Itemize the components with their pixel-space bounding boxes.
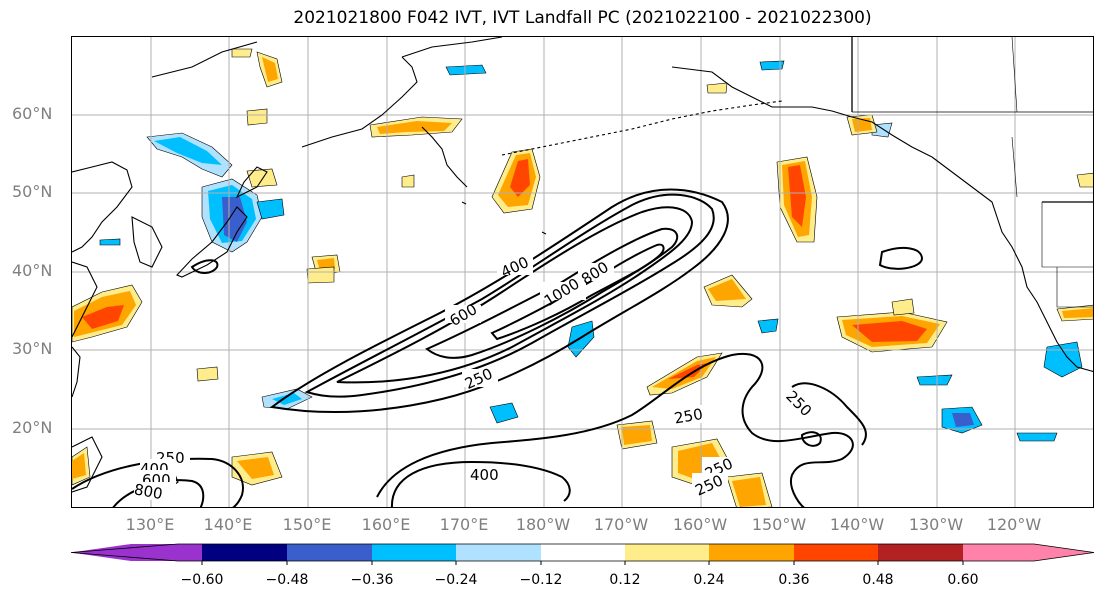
positive-anomaly-patch <box>732 477 766 507</box>
positive-anomaly-patch <box>891 298 915 316</box>
lon-label-130e: 130°E <box>125 515 175 534</box>
positive-anomaly-patch <box>622 425 652 445</box>
negative-anomaly-patch <box>154 137 222 165</box>
colorbar-tick-label: 0.36 <box>778 572 810 588</box>
negative-anomaly-patch <box>757 318 779 334</box>
positive-anomaly-patch <box>231 48 253 58</box>
contour-label-400: 400 <box>470 466 499 484</box>
positive-anomaly-patch <box>246 108 268 126</box>
positive-anomaly-patch <box>706 82 728 94</box>
positive-anomaly-patch <box>708 279 746 301</box>
positive-anomaly-patch <box>72 453 86 479</box>
colorbar-cell <box>709 544 794 561</box>
positive-anomaly-patch <box>377 121 452 134</box>
lon-label-160e: 160°E <box>361 515 411 534</box>
positive-anomaly-patch <box>82 305 124 329</box>
positive-anomaly-patch <box>852 118 872 132</box>
lon-label-140e: 140°E <box>203 515 253 534</box>
colorbar-cell <box>794 544 878 561</box>
negative-anomaly-patch <box>99 238 121 246</box>
map-panel: 400 600 1000 800 250 250 250 400 250 250… <box>71 36 1094 508</box>
lon-label-140w: 140°W <box>829 515 885 534</box>
negative-anomaly-patch <box>567 320 595 358</box>
contour-600 <box>336 206 694 384</box>
positive-anomaly-patch <box>1062 308 1093 318</box>
map-canvas: 400 600 1000 800 250 250 250 400 250 250… <box>72 37 1093 507</box>
lon-label-150w: 150°W <box>751 515 807 534</box>
colorbar-tick-label: 0.48 <box>862 572 894 588</box>
lat-label-50n: 50°N <box>12 182 53 201</box>
negative-anomaly-patch <box>759 60 785 71</box>
positive-anomaly-patch <box>510 159 530 197</box>
contour-ring-east <box>878 246 924 270</box>
lon-label-180w: 180°W <box>515 515 571 534</box>
colorbar-tick-label: −0.12 <box>519 572 563 588</box>
negative-anomaly-patch <box>445 64 487 76</box>
positive-anomaly-patch <box>668 363 708 379</box>
lon-label-170w: 170°W <box>593 515 649 534</box>
contour-250 <box>269 188 729 414</box>
contour-400 <box>304 193 715 398</box>
colorbar-cell <box>456 544 541 561</box>
colorbar-tick-label: 0.12 <box>609 572 641 588</box>
negative-anomaly-patch <box>1016 432 1058 442</box>
colorbar-cell-extend-max <box>963 544 1094 561</box>
negative-anomaly-patch <box>952 413 974 427</box>
colorbar-cell <box>287 544 372 561</box>
lon-label-130w: 130°W <box>908 515 964 534</box>
positive-anomaly-patch <box>237 457 274 479</box>
contour-southwest <box>72 457 244 507</box>
positive-anomaly-patch <box>401 174 415 188</box>
colorbar-cell <box>541 544 625 561</box>
negative-anomaly-patch <box>256 198 285 220</box>
positive-anomaly-patch <box>1076 172 1093 188</box>
lon-label-150e: 150°E <box>282 515 332 534</box>
contour-label-800: 800 <box>133 480 164 503</box>
positive-anomaly-patch <box>262 57 278 82</box>
contour-ring-small <box>800 431 822 447</box>
lat-label-60n: 60°N <box>12 104 53 123</box>
lon-label-170e: 170°E <box>439 515 489 534</box>
positive-anomaly-patch <box>788 165 806 227</box>
colorbar-cell <box>372 544 456 561</box>
colorbar-cell <box>878 544 963 561</box>
contour-southwest-inner <box>112 479 205 507</box>
lat-label-20n: 20°N <box>12 418 53 437</box>
positive-anomaly-patch <box>852 321 927 342</box>
positive-anomaly-patch <box>306 266 335 284</box>
colorbar-tick-label: 0.60 <box>947 572 979 588</box>
colorbar-tick-label: −0.48 <box>265 572 309 588</box>
colorbar-outline <box>70 543 1095 562</box>
contour-label-250: 250 <box>673 405 704 428</box>
colorbar-tick-label: −0.24 <box>434 572 478 588</box>
graticule <box>72 37 1093 507</box>
negative-anomaly-patch <box>489 402 519 424</box>
negative-anomaly-patch <box>916 374 953 386</box>
positive-anomaly-patch <box>196 366 219 382</box>
colorbar-cell-extend-min <box>71 544 202 561</box>
contour-label-250: 250 <box>782 387 815 420</box>
colorbar-tick-label: 0.24 <box>693 572 725 588</box>
contour-400-south <box>391 460 571 507</box>
colorbar-tick-label: −0.36 <box>350 572 394 588</box>
lon-label-160w: 160°W <box>672 515 728 534</box>
lat-label-40n: 40°N <box>12 261 53 280</box>
colorbar-tick-label: −0.60 <box>180 572 224 588</box>
contour-250-south <box>376 352 854 507</box>
coastlines <box>72 37 1093 493</box>
map-title: 2021021800 F042 IVT, IVT Landfall PC (20… <box>293 8 872 28</box>
ivt-contours <box>72 188 924 507</box>
positive-anomaly-patch <box>246 168 278 188</box>
negative-anomaly-patch <box>1043 341 1083 378</box>
colorbar-cell <box>202 544 287 561</box>
lat-label-30n: 30°N <box>12 339 53 358</box>
colorbar-cell <box>625 544 709 561</box>
contour-250-east <box>791 382 867 446</box>
contour-ring-west <box>190 259 219 274</box>
negative-anomaly-patch <box>222 197 247 242</box>
lon-label-120w: 120°W <box>986 515 1042 534</box>
